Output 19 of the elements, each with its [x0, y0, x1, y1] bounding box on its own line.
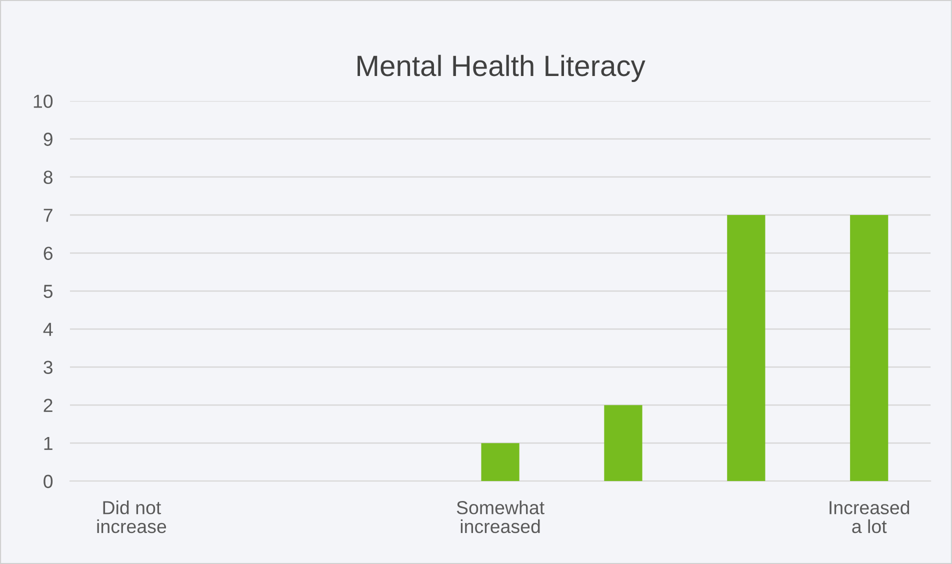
y-tick-label: 2 [44, 398, 52, 412]
bar [481, 443, 520, 482]
y-tick-label: 7 [44, 208, 52, 222]
chart-title: Mental Health Literacy [358, 54, 646, 82]
y-tick-label: 9 [44, 132, 52, 146]
y-tick-label: 0 [44, 474, 53, 488]
y-tick-label: 3 [44, 360, 52, 374]
x-tick-label: Increased a lot [830, 500, 910, 534]
bar [850, 214, 888, 482]
y-tick-label: 4 [43, 322, 53, 336]
y-tick-label: 6 [44, 246, 52, 260]
bar [604, 405, 642, 482]
bar [727, 214, 766, 482]
y-tick-label: 1 [44, 436, 52, 450]
y-tick-label: 5 [44, 284, 53, 298]
x-tick-label: Somewhat increased [456, 500, 544, 534]
y-tick-label: 10 [34, 94, 53, 108]
x-tick-label: Did not increase [97, 500, 166, 534]
y-tick-label: 8 [44, 170, 52, 184]
